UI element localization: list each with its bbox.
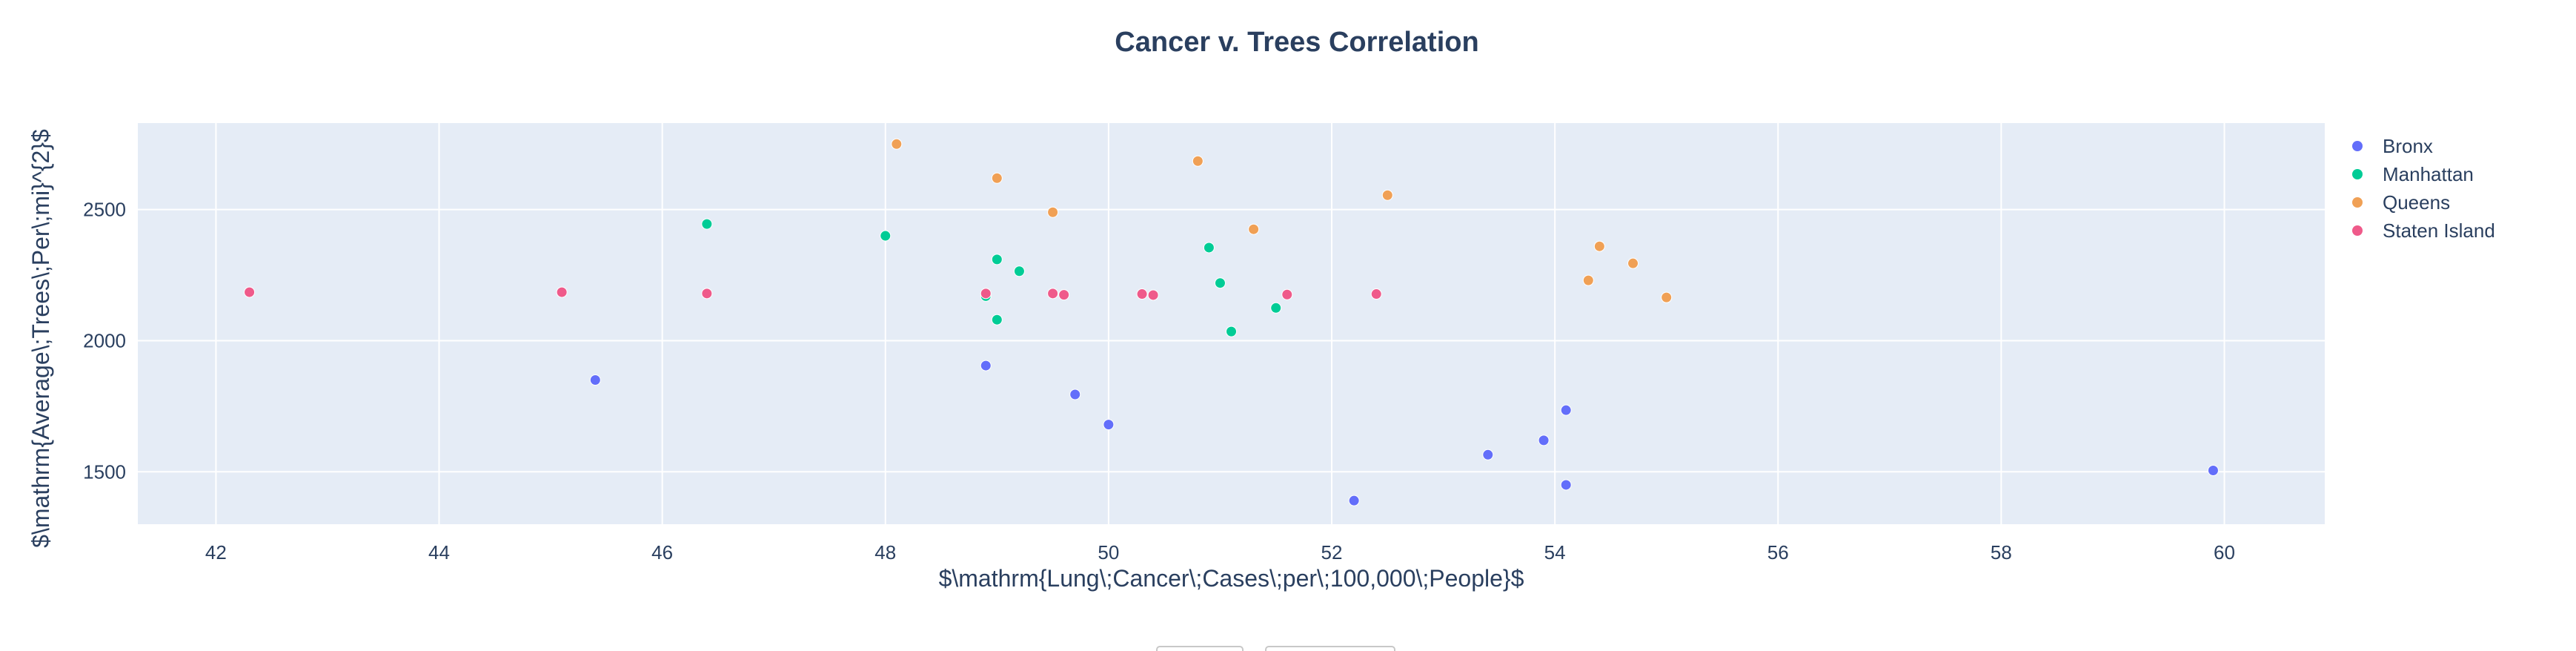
data-point[interactable] (244, 286, 256, 298)
data-point[interactable] (1047, 206, 1059, 218)
data-point[interactable] (1069, 389, 1081, 400)
legend-label: Queens (2383, 191, 2450, 214)
x-tick-label: 50 (1098, 541, 1119, 564)
data-point[interactable] (1661, 291, 1673, 303)
data-point[interactable] (980, 288, 992, 300)
legend-marker (2352, 225, 2363, 236)
data-point[interactable] (1348, 495, 1360, 506)
data-points (244, 138, 2219, 506)
x-tick-label: 46 (651, 541, 673, 564)
legend-item-manhattan[interactable]: Manhattan (2352, 163, 2474, 185)
data-point[interactable] (1103, 419, 1115, 431)
x-tick-label: 54 (1544, 541, 1566, 564)
data-point[interactable] (1226, 326, 1237, 337)
y-tick-label: 2500 (83, 199, 126, 221)
data-point[interactable] (1582, 274, 1594, 286)
x-tick-label: 44 (428, 541, 450, 564)
chart-title: Cancer v. Trees Correlation (1115, 27, 1478, 58)
data-point[interactable] (1192, 155, 1204, 167)
legend-label: Staten Island (2383, 219, 2495, 242)
x-tick-label: 56 (1767, 541, 1789, 564)
legend-label: Bronx (2383, 135, 2433, 157)
legend-label: Manhattan (2383, 163, 2474, 185)
legend-item-queens[interactable]: Queens (2352, 191, 2450, 214)
data-point[interactable] (991, 172, 1003, 184)
data-point[interactable] (1214, 277, 1226, 289)
data-point[interactable] (1047, 288, 1059, 300)
data-point[interactable] (701, 288, 713, 300)
legend-marker (2352, 169, 2363, 179)
data-point[interactable] (1058, 289, 1070, 301)
data-point[interactable] (1203, 242, 1215, 254)
legend[interactable]: Bronx Manhattan Queens Staten Island (2352, 135, 2495, 242)
x-tick-label: 42 (205, 541, 227, 564)
x-tick-label: 52 (1321, 541, 1343, 564)
y-tick-label: 2000 (83, 329, 126, 351)
series-staten-island (244, 286, 1382, 301)
data-point[interactable] (1381, 189, 1393, 201)
data-point[interactable] (991, 314, 1003, 326)
legend-item-staten-island[interactable]: Staten Island (2352, 219, 2495, 242)
x-axis-title: $\mathrm{Lung\;Cancer\;Cases\;per\;100,0… (939, 565, 1524, 592)
data-point[interactable] (1560, 404, 1572, 416)
data-point[interactable] (556, 286, 568, 298)
y-axis-ticks: 1500 2000 2500 (83, 199, 126, 483)
data-point[interactable] (1136, 288, 1148, 300)
legend-item-bronx[interactable]: Bronx (2352, 135, 2433, 157)
y-tick-label: 1500 (83, 460, 126, 483)
legend-marker (2352, 141, 2363, 151)
data-point[interactable] (980, 360, 992, 371)
data-point[interactable] (1627, 257, 1639, 269)
data-point[interactable] (991, 254, 1003, 265)
series-bronx (589, 360, 2219, 506)
data-point[interactable] (1270, 302, 1282, 314)
data-point[interactable] (2207, 465, 2219, 477)
series-queens (891, 138, 1673, 303)
data-point[interactable] (701, 218, 713, 230)
x-tick-label: 48 (874, 541, 896, 564)
control-button-left[interactable] (1156, 646, 1244, 651)
y-axis-title: $\mathrm{Average\;Trees\;Per\;mi}^{2}$ (27, 129, 54, 548)
data-point[interactable] (1538, 434, 1550, 446)
data-point[interactable] (1370, 288, 1382, 300)
data-point[interactable] (891, 138, 903, 150)
data-point[interactable] (1482, 449, 1494, 460)
grid-lines (138, 123, 2325, 524)
data-point[interactable] (1281, 288, 1293, 300)
data-point[interactable] (589, 374, 601, 386)
plot-background (138, 123, 2325, 524)
data-point[interactable] (1248, 223, 1260, 235)
data-point[interactable] (1013, 265, 1025, 277)
x-tick-label: 60 (2214, 541, 2235, 564)
data-point[interactable] (1593, 240, 1605, 252)
data-point[interactable] (880, 230, 892, 242)
data-point[interactable] (1560, 479, 1572, 491)
data-point[interactable] (1147, 289, 1159, 301)
x-tick-label: 58 (1991, 541, 2012, 564)
control-button-right[interactable] (1265, 646, 1395, 651)
x-axis-ticks: 42 44 46 48 50 52 54 56 58 60 (205, 541, 2235, 564)
legend-marker (2352, 197, 2363, 208)
